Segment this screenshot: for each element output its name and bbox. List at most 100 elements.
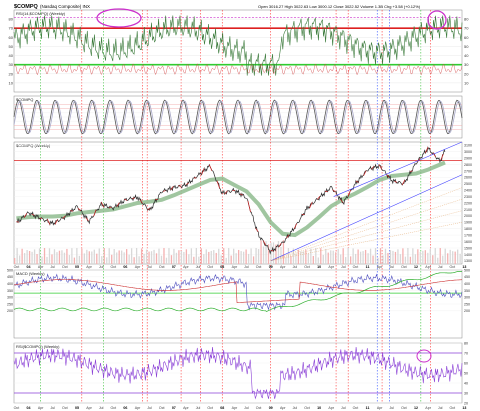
x-label-0: Oct: [14, 265, 20, 269]
macd-ytick-6: 200: [7, 309, 13, 313]
volume-bar: [457, 249, 459, 264]
volume-bar: [305, 249, 307, 264]
price-down-segment: [124, 198, 128, 201]
pmo-ytick-3: 50: [464, 371, 468, 375]
volume-bar: [108, 248, 110, 264]
price-ytick-12: 1900: [464, 221, 472, 225]
moving-average-band: [16, 160, 446, 238]
volume-bar: [23, 253, 26, 264]
x-label-bottom-1: 04: [27, 406, 31, 410]
volume-bar: [215, 252, 217, 264]
price-down-segment: [100, 201, 105, 208]
macd-ytick-right-3: 350: [464, 289, 470, 293]
price-down-segment: [317, 196, 321, 200]
volume-bar: [429, 248, 431, 264]
volume-bar: [404, 256, 407, 264]
x-label-1: 04: [27, 265, 31, 269]
volume-bar: [422, 250, 424, 264]
volume-bar: [81, 248, 83, 264]
price-down-segment: [93, 209, 97, 217]
x-label-19: Jul: [244, 265, 249, 269]
volume-bar: [203, 254, 205, 264]
macd-ytick-right-1: 450: [464, 275, 470, 279]
price-down-segment: [424, 147, 429, 154]
price-down-segment: [132, 197, 135, 199]
price-down-segment: [401, 179, 406, 186]
price-down-segment: [70, 210, 74, 212]
volume-bar: [126, 249, 128, 264]
volume-bar: [297, 249, 300, 264]
volume-bar: [165, 257, 168, 264]
x-label-22: Apr: [280, 265, 286, 269]
x-label-18: Apr: [232, 265, 238, 269]
highlight-circle-left: [96, 8, 142, 28]
x-label-29: 11: [366, 265, 370, 269]
volume-bar: [322, 254, 324, 264]
x-label-bottom-10: Apr: [135, 406, 141, 410]
volume-bar: [190, 248, 193, 264]
volume-bar: [68, 255, 71, 264]
volume-bar: [213, 250, 215, 264]
macd-signal-line: [13, 279, 463, 303]
price-down-segment: [355, 180, 359, 183]
price-down-segment: [116, 202, 120, 207]
volume-bar: [439, 248, 441, 264]
volume-bar: [51, 254, 53, 264]
x-label-2: Apr: [38, 265, 44, 269]
volume-bar: [454, 251, 456, 264]
price-down-segment: [286, 234, 290, 239]
volume-bar: [332, 250, 334, 264]
volume-bar: [424, 250, 426, 264]
volume-bar: [61, 250, 63, 264]
price-ytick-3: 2800: [464, 163, 472, 167]
pmo-ytick-2: 60: [464, 361, 468, 365]
volume-bar: [272, 242, 275, 264]
macd-ytick-right-0: 500: [464, 268, 470, 272]
volume-bar: [407, 248, 409, 264]
stoch-signal-line: [13, 100, 463, 134]
price-ytick-15: 1600: [464, 240, 472, 244]
volume-bar: [36, 254, 38, 264]
volume-bar: [340, 254, 342, 264]
price-down-segment: [340, 199, 344, 203]
macd-ytick-right-5: 250: [464, 302, 470, 306]
x-label-15: Jul: [196, 265, 201, 269]
price-panel-title: $COMPQ (Weekly): [16, 143, 51, 148]
x-label-bottom-5: 05: [75, 406, 79, 410]
volume-bar: [277, 240, 280, 264]
x-label-bottom-24: Oct: [304, 406, 310, 410]
volume-bar: [121, 250, 123, 264]
volume-bar: [76, 248, 78, 264]
stoch-line: [13, 99, 463, 135]
price-down-segment: [216, 180, 220, 189]
volume-bar: [173, 248, 175, 264]
x-label-bottom-32: Oct: [401, 406, 407, 410]
volume-bar: [282, 240, 285, 264]
volume-bar: [449, 249, 451, 264]
price-ytick-1: 3000: [464, 150, 472, 154]
x-label-13: 07: [172, 265, 176, 269]
rsi-ytick-right-3: 50: [464, 44, 469, 49]
volume-bar: [113, 249, 115, 264]
price-down-segment: [31, 213, 35, 216]
volume-bar: [262, 246, 265, 264]
volume-bar: [178, 250, 180, 264]
volume-bar: [71, 248, 73, 264]
price-down-segment: [147, 207, 151, 211]
volume-bar: [123, 252, 125, 264]
volume-bar: [377, 257, 379, 264]
volume-bar: [242, 251, 245, 264]
volume-bar: [280, 246, 282, 264]
volume-bar: [432, 255, 434, 264]
volume-bar: [143, 253, 145, 264]
volume-bar: [337, 249, 339, 264]
x-label-bottom-33: 12: [414, 406, 418, 410]
price-down-segment: [46, 219, 51, 225]
fan-line-3: [270, 187, 463, 261]
price-ytick-4: 2700: [464, 169, 472, 173]
x-label-bottom-23: Jul: [293, 406, 298, 410]
price-down-segment: [386, 174, 390, 178]
pmo-ytick-1: 70: [464, 351, 468, 355]
volume-bar: [16, 248, 18, 264]
